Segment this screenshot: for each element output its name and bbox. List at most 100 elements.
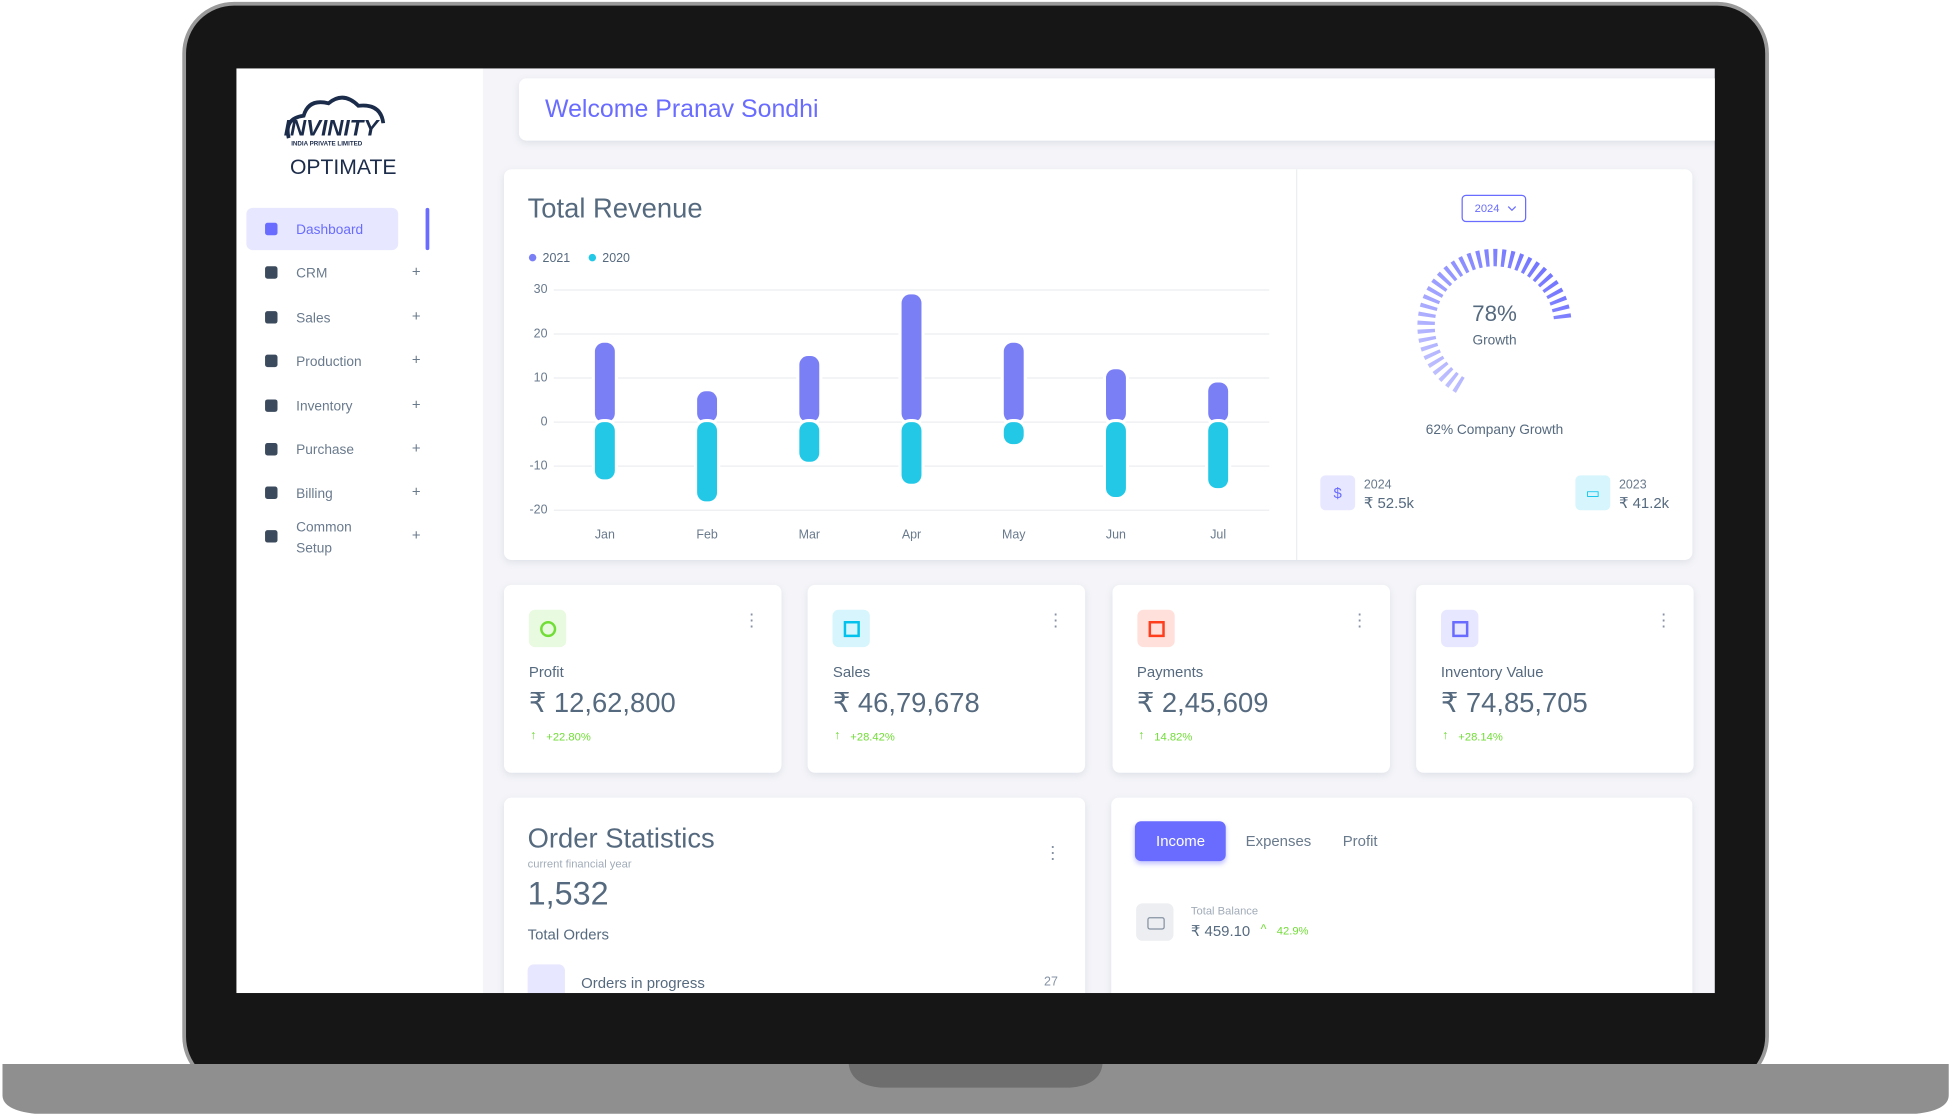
notch <box>848 1063 1103 1088</box>
card-label: Sales <box>832 663 871 681</box>
menu-expand[interactable]: + <box>411 439 421 457</box>
year-select-label: 2024 <box>1475 203 1500 215</box>
menu-icon <box>265 311 278 324</box>
menu-icon <box>265 486 278 500</box>
x-tick-label: Jul <box>1210 527 1226 541</box>
logo-cloud <box>285 95 386 139</box>
bar <box>1102 418 1130 501</box>
bar <box>1205 379 1232 426</box>
bar <box>694 388 721 426</box>
sidebar: INVINITY INDIA PRIVATE LIMITED OPTIMATE … <box>236 68 483 994</box>
menu-icon <box>265 222 278 236</box>
bar <box>591 339 618 426</box>
card-label: Inventory Value <box>1440 663 1544 681</box>
bar <box>796 352 823 426</box>
tab[interactable]: Profit <box>1342 832 1378 850</box>
menu-item[interactable]: Sales <box>296 311 331 327</box>
menu-expand[interactable]: + <box>411 395 421 414</box>
bar <box>1102 366 1130 426</box>
y-tick-label: -20 <box>530 502 548 516</box>
card-icon-glyph <box>540 620 557 638</box>
menu-icon <box>265 266 278 279</box>
card-menu[interactable]: ⋮ <box>742 609 761 630</box>
bar <box>796 418 823 465</box>
bar <box>1000 339 1027 426</box>
card-arrow: ↑ <box>1138 729 1145 743</box>
welcome: Welcome Pranav Sondhi <box>545 95 819 124</box>
card-change: +28.42% <box>850 730 895 743</box>
menu-icon <box>265 399 278 412</box>
menu-icon <box>265 530 278 543</box>
x-tick-label: Jan <box>595 527 615 541</box>
card-value: ₹ 2,45,609 <box>1136 686 1269 719</box>
x-tick-label: Feb <box>696 527 718 541</box>
stat-year: 2023 <box>1619 478 1647 492</box>
stat-year: 2024 <box>1364 478 1392 492</box>
stat-icon-glyph: $ <box>1334 485 1343 502</box>
orders-total-label: Total Orders <box>527 925 609 944</box>
balance: ₹ 459.10 <box>1190 922 1251 940</box>
card-arrow: ↑ <box>530 729 537 743</box>
x-tick-label: Mar <box>799 527 820 541</box>
menu-item[interactable]: Production <box>296 354 362 370</box>
card-label: Payments <box>1136 663 1204 681</box>
menu-item[interactable]: Billing <box>296 486 333 502</box>
legend-dot <box>528 253 537 262</box>
orders-total: 1,532 <box>527 874 609 913</box>
stat-card: ⋮ Inventory Value ₹ 74,85,705 ↑ +28.14% <box>1415 584 1694 773</box>
card-menu[interactable]: ⋮ <box>1046 609 1065 630</box>
card-icon-glyph <box>1452 620 1469 638</box>
card-menu[interactable]: ⋮ <box>1654 609 1673 630</box>
card-icon <box>1440 609 1479 648</box>
menu-active-bar <box>425 207 430 251</box>
header: Welcome Pranav Sondhi <box>518 78 1715 141</box>
tab[interactable]: Expenses <box>1245 832 1312 850</box>
card-label: Profit <box>528 663 564 681</box>
item-icon <box>527 964 565 994</box>
brand: INVINITY <box>283 115 379 141</box>
bar <box>694 418 721 505</box>
menu-dots[interactable]: ⋮ <box>1044 842 1062 863</box>
bar <box>1205 418 1232 492</box>
stat-card: ⋮ Profit ₹ 12,62,800 ↑ +22.80% <box>503 584 782 773</box>
y-tick-label: 0 <box>541 414 548 428</box>
tab[interactable]: Income <box>1134 821 1227 862</box>
menu-item[interactable]: Dashboard <box>296 222 364 238</box>
y-tick-label: 30 <box>534 282 548 296</box>
menu-icon <box>265 443 278 456</box>
stat-icon <box>1575 475 1611 511</box>
menu-item[interactable]: Purchase <box>296 443 355 458</box>
growth-label: Growth <box>1472 333 1516 348</box>
item-value: 27 <box>1044 975 1058 990</box>
menu-item[interactable]: Inventory <box>296 399 353 415</box>
product-name: OPTIMATE <box>289 155 397 180</box>
card-value: ₹ 12,62,800 <box>528 686 676 719</box>
company-growth: 62% Company Growth <box>1426 422 1564 437</box>
growth-percent: 78% <box>1472 301 1517 326</box>
income-card: Income Expenses Profit Total Balance ₹ 459… <box>1111 797 1693 994</box>
menu-expand[interactable]: + <box>411 307 421 325</box>
year-select[interactable] <box>1461 194 1527 223</box>
stat-icon <box>1320 475 1356 511</box>
menu-expand[interactable]: + <box>411 526 421 544</box>
x-tick-label: Apr <box>902 527 921 541</box>
legend-label: 2020 <box>602 251 630 265</box>
menu-item[interactable]: CRM <box>296 266 328 282</box>
menu-expand[interactable]: + <box>411 262 421 280</box>
y-tick-label: 10 <box>534 370 548 384</box>
menu-item[interactable]: Common Setup <box>296 520 352 557</box>
x-tick-label: Jun <box>1106 527 1126 541</box>
menu-expand[interactable]: + <box>411 350 421 369</box>
y-tick-label: 20 <box>534 326 548 340</box>
orders-card: Order Statistics current financial year … <box>503 797 1086 994</box>
card-arrow: ↑ <box>1442 729 1449 743</box>
revenue-card: Total Revenue 2021 2020 30 20 10 0 -10 -20 Jan Feb… <box>503 169 1693 560</box>
legend-label: 2021 <box>543 251 571 265</box>
card-change: 14.82% <box>1154 730 1193 743</box>
balance-change: 42.9% <box>1276 924 1309 938</box>
card-menu[interactable]: ⋮ <box>1350 609 1369 630</box>
brand-sub: INDIA PRIVATE LIMITED <box>291 140 363 149</box>
menu-expand[interactable]: + <box>411 482 421 501</box>
